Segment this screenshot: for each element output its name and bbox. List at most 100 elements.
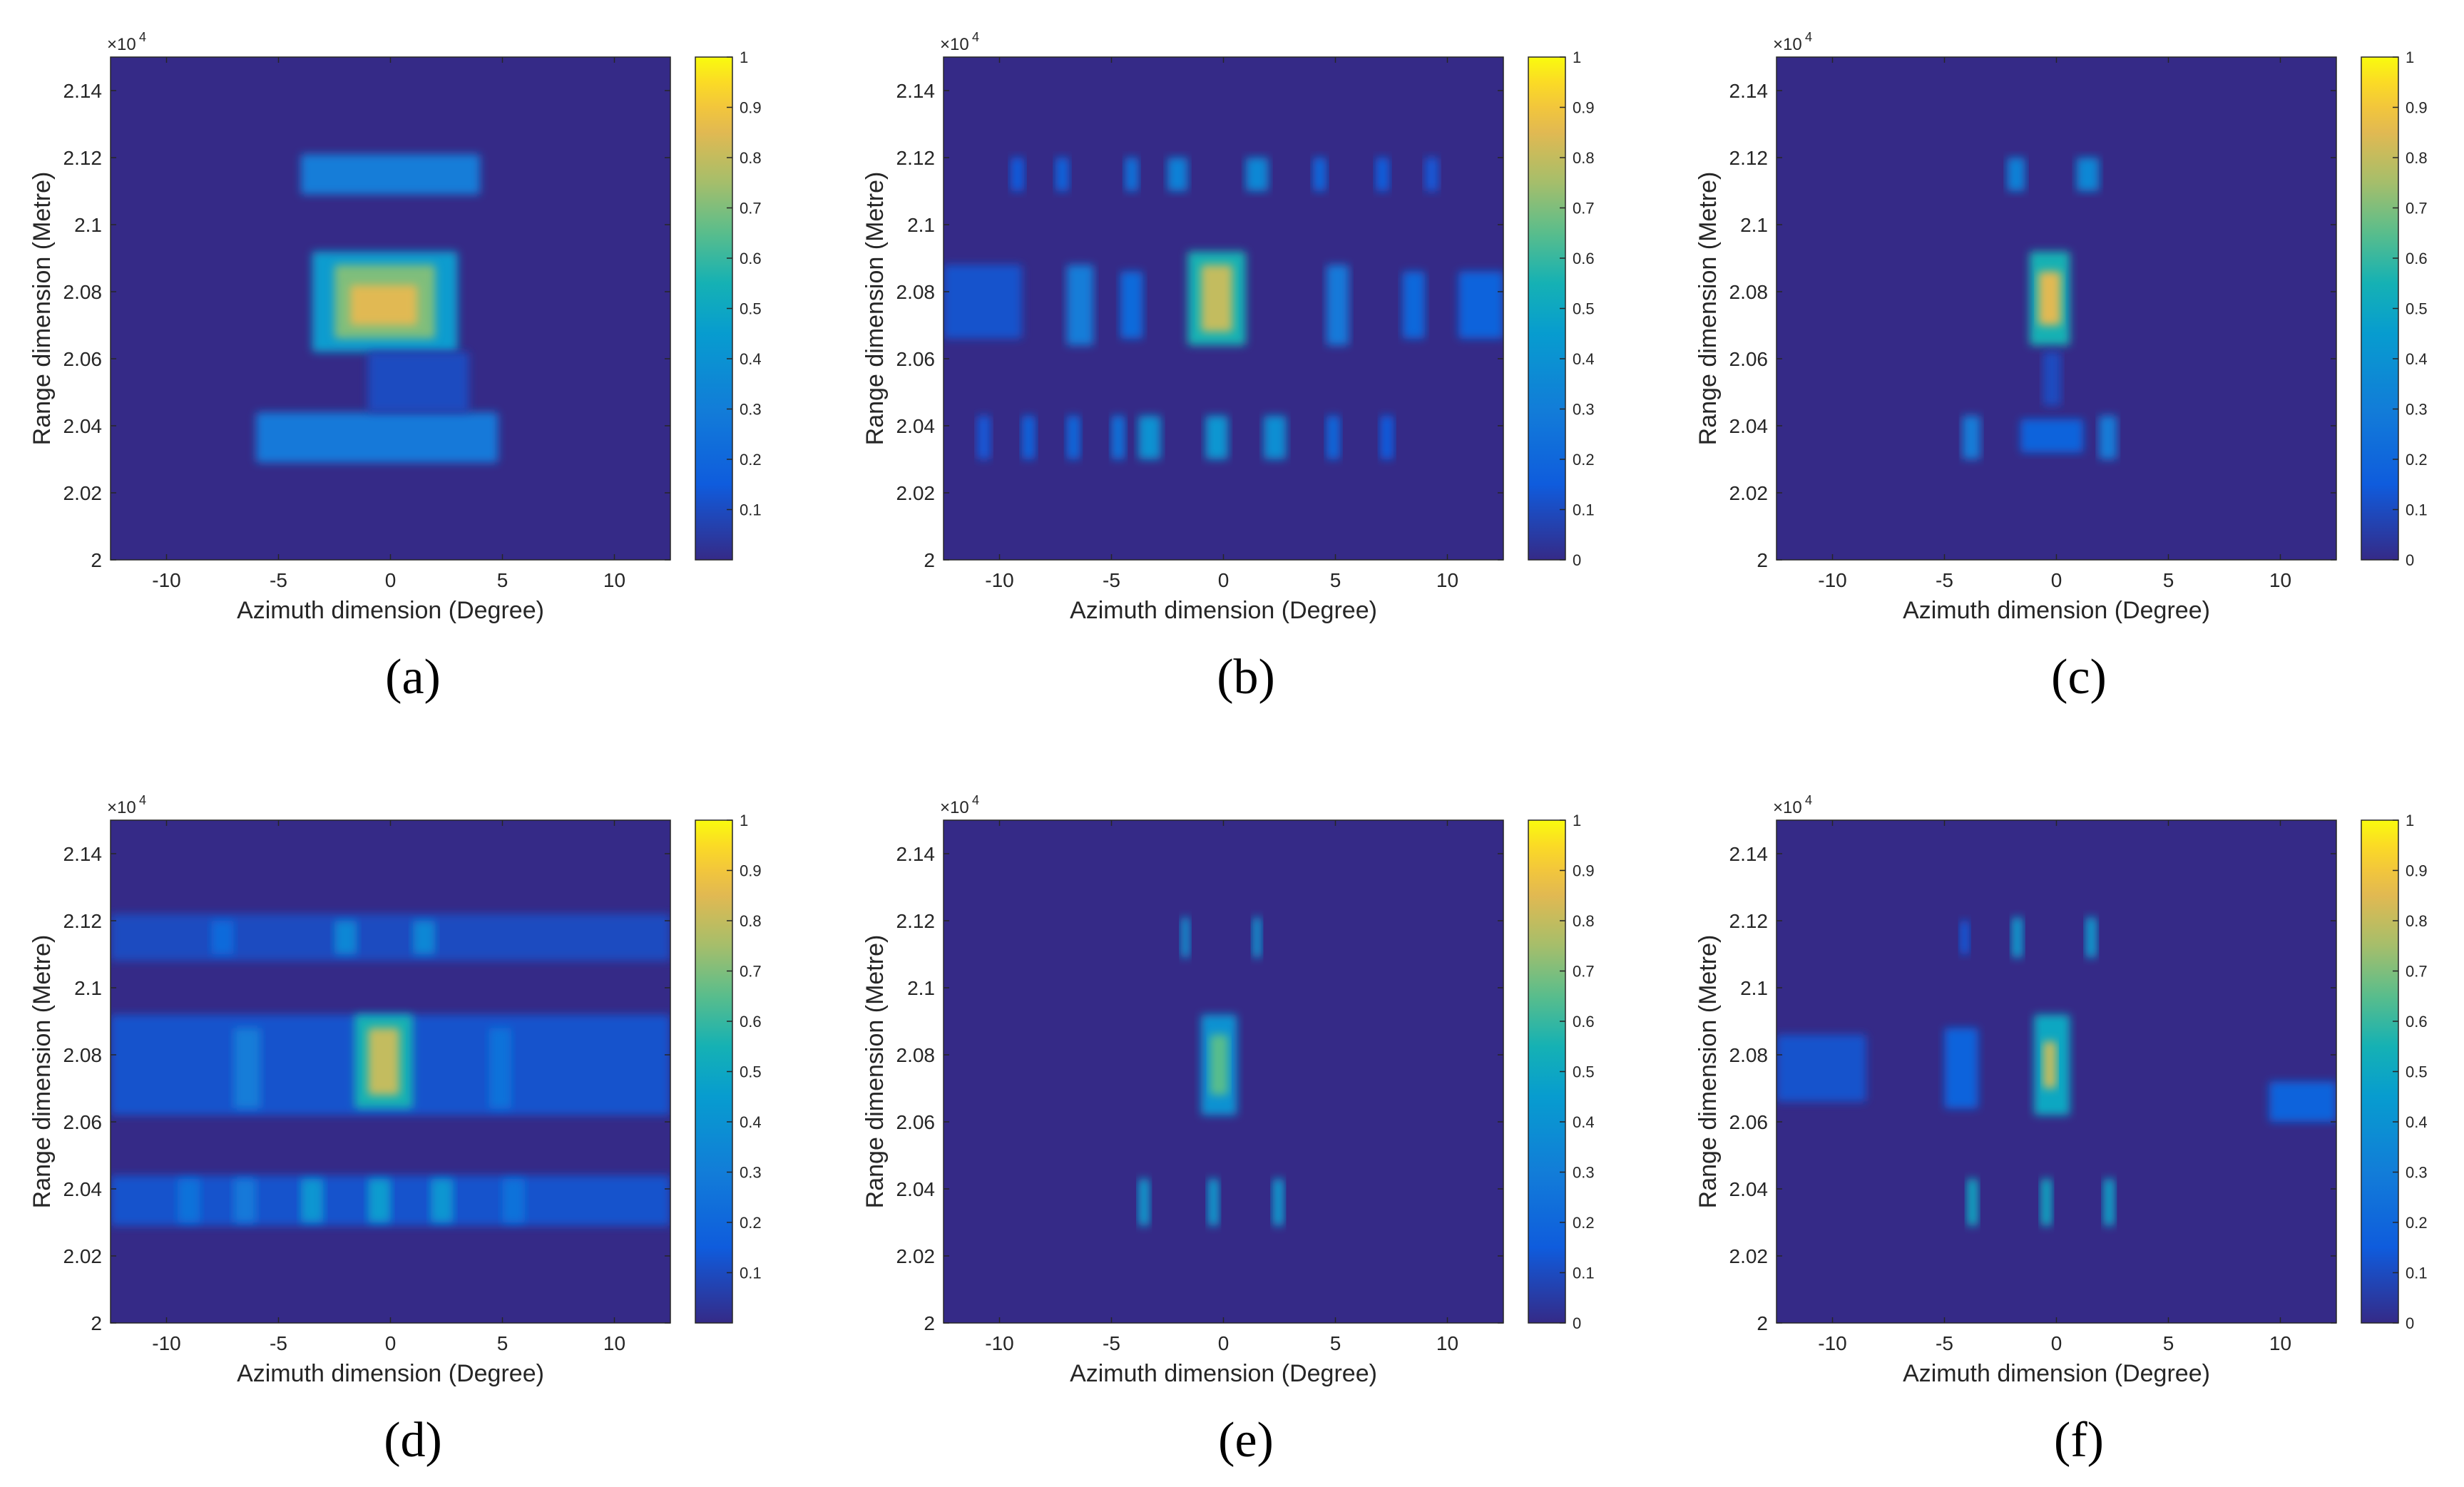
panel-e: -10 -5 0 5 10 2 2.02 2.04 2.06 2.08 2.1 2.12 2.14 ×10… (833, 763, 1653, 1487)
y-axis-label: Range dimension (Metre) (862, 172, 889, 446)
heatmap-blob (977, 415, 991, 459)
x-tick-label: 0 (1218, 569, 1230, 591)
heatmap-blob (1376, 158, 1389, 191)
colorbar-tick-label: 0.9 (2406, 99, 2428, 117)
x-tick-label: 5 (497, 569, 508, 591)
y-tick-label: 2.06 (896, 348, 936, 370)
heatmap-blob (1138, 1178, 1150, 1226)
colorbar-tick-label: 0.1 (740, 501, 762, 519)
y-tick-label: 2.12 (896, 910, 936, 932)
x-tick-label: 0 (2051, 569, 2062, 591)
x-tick-label: 10 (1436, 1332, 1458, 1354)
colorbar-tick-label: 0.2 (1573, 451, 1595, 469)
heatmap-blob (368, 352, 469, 413)
y-tick-label: 2.06 (1729, 1111, 1769, 1133)
y-tick-label: 2.1 (1740, 977, 1768, 999)
heatmap-blob (2076, 158, 2100, 191)
heatmap-chart: -10 -5 0 5 1022.022.042.062.082.12.122.14×10… (862, 30, 1595, 624)
x-axis-label: Azimuth dimension (Degree) (1903, 1360, 2210, 1387)
y-tick-label: 2 (924, 1312, 935, 1334)
colorbar-tick-label: 0.3 (740, 401, 762, 419)
y-exponent-power: 4 (139, 30, 146, 44)
heatmap-blob (1205, 415, 1228, 459)
colorbar-tick-label: 0.8 (740, 912, 762, 930)
colorbar-tick-label: 0.5 (2406, 1063, 2428, 1081)
colorbar-tick-label: 0.6 (1573, 250, 1595, 267)
heatmap-blob (2085, 917, 2097, 958)
y-exponent-label: ×10 (1773, 35, 1802, 54)
heatmap-blob (944, 265, 1022, 339)
heatmap-blob (2038, 271, 2061, 325)
colorbar-tick-label: 0.1 (1573, 1264, 1595, 1282)
y-tick-label: 2.14 (1729, 80, 1769, 102)
heatmap-blob (1210, 1034, 1228, 1095)
colorbar-tick-label: 0.8 (2406, 912, 2428, 930)
x-tick-label: -5 (1936, 569, 1953, 591)
panel-a: -10 -5 0 5 10 2 2.02 2.04 2.06 2.08 2.1 2.12 2.14 ×10… (0, 0, 820, 742)
x-tick-label: 5 (497, 1332, 508, 1354)
heatmap-blob (1167, 158, 1188, 191)
colorbar-tick-label: 0.3 (1573, 401, 1595, 419)
heatmap-blob (1055, 158, 1069, 191)
y-tick-label: 2.14 (896, 843, 936, 865)
colorbar-tick-label: 0.5 (740, 300, 762, 318)
heatmap-blob (2099, 415, 2117, 459)
heatmap-blob (1272, 1178, 1284, 1226)
heatmap-blob (233, 1178, 257, 1222)
y-axis-label: Range dimension (Metre) (862, 935, 889, 1209)
heatmap-blob (256, 412, 499, 463)
heatmap-blob (349, 285, 418, 325)
heatmap-blob (1180, 917, 1190, 958)
panel-label: (f) (2054, 1413, 2104, 1468)
x-tick-label: -10 (152, 1332, 180, 1354)
colorbar-tick-label: 0.9 (1573, 862, 1595, 880)
heatmap-blob (1011, 158, 1025, 191)
colorbar (1528, 56, 1566, 561)
y-tick-label: 2.04 (63, 415, 103, 437)
colorbar-tick-label: 0.1 (2406, 501, 2428, 519)
y-tick-label: 2.08 (1729, 1044, 1769, 1066)
y-tick-label: 2.04 (896, 1178, 936, 1200)
y-tick-label: 2.1 (74, 214, 102, 236)
heatmap-blob (1207, 1178, 1220, 1226)
colorbar-tick-label: 0 (1573, 551, 1581, 569)
heatmap-chart: -10 -5 0 5 1022.022.042.062.082.12.122.14×10… (29, 30, 762, 624)
y-tick-label: 2.12 (1729, 147, 1769, 169)
colorbar-tick-label: 0.3 (2406, 1164, 2428, 1182)
y-tick-label: 2.1 (907, 977, 935, 999)
colorbar-tick-label: 0.1 (740, 1264, 762, 1282)
heatmap-blob (1960, 921, 1970, 954)
colorbar-tick-label: 0.5 (2406, 300, 2428, 318)
x-tick-label: -10 (1818, 569, 1846, 591)
panel-label: (d) (384, 1413, 442, 1468)
heatmap-blob (1264, 415, 1287, 459)
y-axis-label: Range dimension (Metre) (29, 935, 56, 1209)
y-axis-label: Range dimension (Metre) (29, 172, 56, 446)
y-tick-label: 2.12 (896, 147, 936, 169)
y-tick-label: 2.04 (1729, 1178, 1769, 1200)
y-axis-label: Range dimension (Metre) (1694, 172, 1722, 446)
x-tick-label: 0 (1218, 1332, 1230, 1354)
x-tick-label: -10 (985, 1332, 1013, 1354)
panel-b: -10 -5 0 5 10 2 2.02 2.04 2.06 2.08 2.1 2.12 2.14 ×10… (833, 0, 1653, 742)
colorbar-tick-label: 0.2 (2406, 451, 2428, 469)
y-tick-label: 2.14 (896, 80, 936, 102)
x-axis-label: Azimuth dimension (Degree) (1903, 597, 2210, 624)
heatmap-blob (178, 1178, 200, 1222)
y-exponent-power: 4 (1805, 793, 1812, 807)
heatmap-blob (2043, 352, 2061, 406)
colorbar-tick-label: 0.7 (740, 963, 762, 981)
y-tick-label: 2 (1757, 1312, 1768, 1334)
y-tick-label: 2.06 (896, 1111, 936, 1133)
colorbar-tick-label: 0.7 (1573, 200, 1595, 218)
colorbar-tick-label: 0.7 (2406, 963, 2428, 981)
y-exponent-label: ×10 (1773, 798, 1802, 817)
heatmap-blob (1111, 415, 1125, 459)
colorbar-tick-label: 0 (1573, 1314, 1581, 1332)
y-tick-label: 2.08 (63, 1044, 103, 1066)
x-axis-label: Azimuth dimension (Degree) (1070, 1360, 1377, 1387)
heatmap-blob (2007, 158, 2025, 191)
colorbar-tick-label: 0.4 (2406, 1113, 2428, 1131)
colorbar (2361, 56, 2399, 561)
y-exponent-power: 4 (1805, 30, 1812, 44)
